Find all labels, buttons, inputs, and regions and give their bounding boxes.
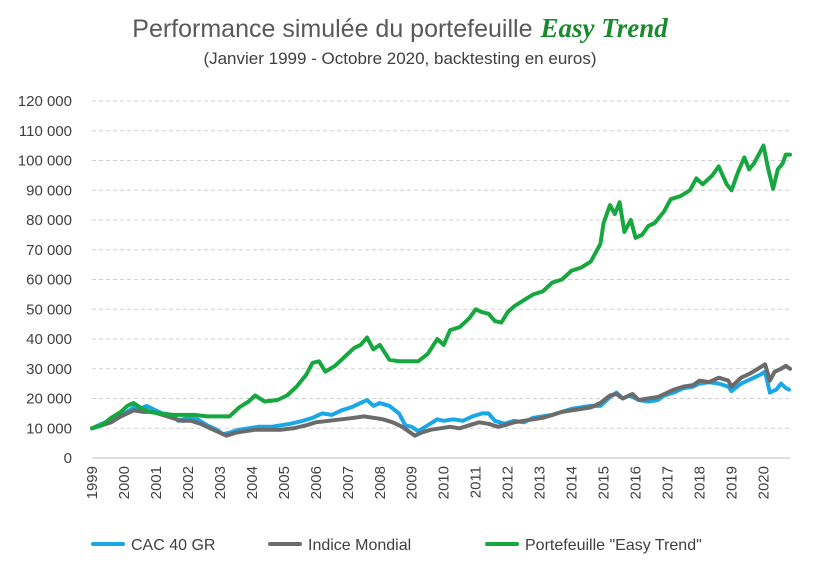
y-axis: 0 10 000 20 000 30 000 40 000 50 000 60 000 70 … <box>18 93 72 467</box>
grid <box>92 100 790 459</box>
y-tick-label: 0 <box>64 450 72 467</box>
y-tick-label: 40 000 <box>26 331 72 348</box>
x-tick-label: 2006 <box>308 466 325 499</box>
x-tick-label: 2019 <box>723 466 740 499</box>
chart-subtitle: (Janvier 1999 - Octobre 2020, backtestin… <box>203 49 596 68</box>
x-tick-label: 2007 <box>340 466 357 499</box>
x-tick-label: 2013 <box>532 466 549 499</box>
y-tick-label: 30 000 <box>26 361 72 378</box>
x-tick-label: 1999 <box>84 466 101 499</box>
y-tick-label: 80 000 <box>26 212 72 229</box>
x-tick-label: 2009 <box>404 466 421 499</box>
x-tick-label: 2001 <box>148 466 165 499</box>
x-tick-label: 2005 <box>276 466 293 499</box>
series-line-0 <box>90 369 791 437</box>
x-tick-label: 2016 <box>628 466 645 499</box>
x-tick-label: 2002 <box>180 466 197 499</box>
y-tick-label: 60 000 <box>26 272 72 289</box>
y-tick-label: 70 000 <box>26 242 72 259</box>
x-tick-label: 2020 <box>755 466 772 499</box>
x-tick-label: 2000 <box>116 466 133 499</box>
chart-title: Performance simulée du portefeuille Easy … <box>132 13 668 43</box>
series-lines <box>90 143 792 438</box>
x-tick-label: 2015 <box>596 466 613 499</box>
x-tick-label: 2014 <box>564 466 581 499</box>
chart-title-text: Performance simulée du portefeuille <box>132 15 532 43</box>
y-tick-label: 100 000 <box>18 153 72 170</box>
legend-label: CAC 40 GR <box>131 537 215 554</box>
x-tick-label: 2018 <box>692 466 709 499</box>
x-tick-label: 2017 <box>660 466 677 499</box>
x-tick-label: 2011 <box>468 466 485 498</box>
y-tick-label: 20 000 <box>26 391 72 408</box>
x-tick-label: 2003 <box>212 466 229 499</box>
x-tick-label: 2010 <box>436 466 453 499</box>
legend-label: Indice Mondial <box>308 537 411 554</box>
legend: CAC 40 GR Indice Mondial Portefeuille "Eas… <box>91 537 702 554</box>
y-tick-label: 90 000 <box>26 182 72 199</box>
y-tick-label: 50 000 <box>26 301 72 318</box>
y-tick-label: 120 000 <box>18 93 72 110</box>
y-tick-label: 110 000 <box>19 123 72 140</box>
chart-title-brand: Easy Trend <box>539 13 668 43</box>
series-line-2 <box>90 143 792 431</box>
x-tick-label: 2012 <box>500 466 517 499</box>
x-tick-label: 2008 <box>372 466 389 499</box>
legend-label: Portefeuille "Easy Trend" <box>525 537 702 554</box>
x-axis: 1999 2000 2001 2002 2003 2004 2005 2006 2007 2008… <box>84 466 772 499</box>
y-tick-label: 10 000 <box>26 420 72 437</box>
series-line-1 <box>90 362 792 438</box>
x-tick-label: 2004 <box>244 466 261 499</box>
